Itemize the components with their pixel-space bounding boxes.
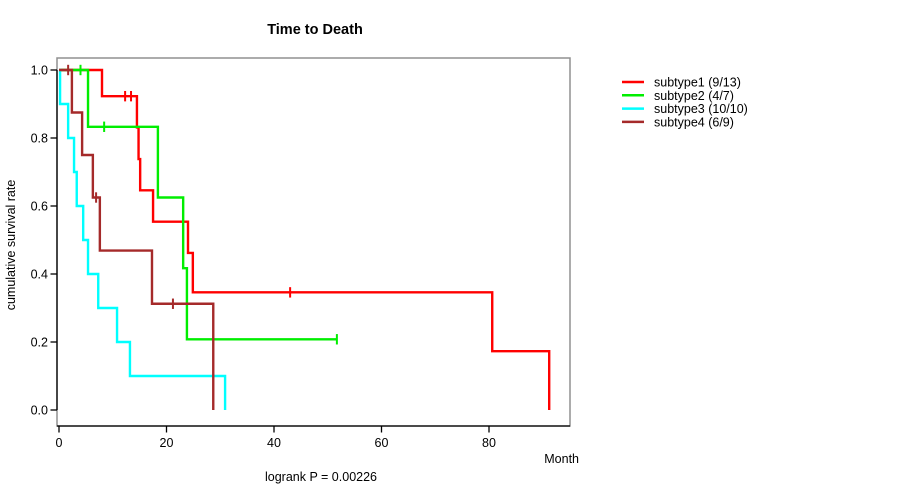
y-tick-label-0.4: 0.4 <box>31 267 48 281</box>
y-tick-label-1.0: 1.0 <box>31 63 48 77</box>
survival-curves <box>58 64 551 410</box>
x-axis-title: Month <box>544 452 579 466</box>
survival-curve-subtype3 <box>58 68 227 410</box>
survival-curve-subtype1 <box>59 68 551 410</box>
survival-curve-subtype4 <box>59 68 215 410</box>
chart-title: Time to Death <box>267 22 363 38</box>
plot-border <box>56 57 571 427</box>
x-tick-label-80: 80 <box>482 436 496 450</box>
y-tick-label-0.8: 0.8 <box>31 131 48 145</box>
x-tick-label-40: 40 <box>267 436 281 450</box>
logrank-pvalue-annotation: logrank P = 0.00226 <box>265 470 377 484</box>
x-tick-label-0: 0 <box>56 436 63 450</box>
legend-label-3: subtype4 (6/9) <box>654 115 734 129</box>
y-tick-label-0.2: 0.2 <box>31 335 48 349</box>
legend-label-0: subtype1 (9/13) <box>654 76 741 90</box>
legend-label-2: subtype3 (10/10) <box>654 102 748 116</box>
y-tick-label-0.6: 0.6 <box>31 199 48 213</box>
x-tick-label-60: 60 <box>375 436 389 450</box>
x-tick-label-20: 20 <box>160 436 174 450</box>
legend: subtype1 (9/13) subtype2 (4/7) subtype3 … <box>622 76 748 129</box>
y-axis-title: cumulative survival rate <box>4 180 18 311</box>
y-tick-label-0.0: 0.0 <box>31 403 48 417</box>
axis-ticks: 0 20 40 60 80 0.0 0.2 0.4 0.6 0.8 1.0 <box>31 63 496 450</box>
legend-label-1: subtype2 (4/7) <box>654 89 734 103</box>
